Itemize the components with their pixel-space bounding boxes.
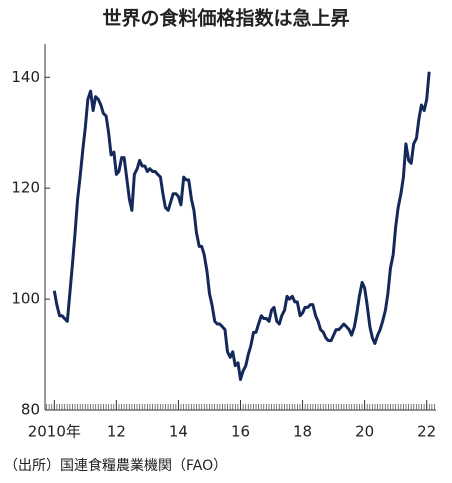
y-tick-label: 80 bbox=[21, 401, 40, 419]
x-tick-label: 20 bbox=[355, 423, 374, 441]
x-tick-label: 2010年 bbox=[28, 423, 81, 441]
x-tick-label: 14 bbox=[169, 423, 188, 441]
x-tick-label: 12 bbox=[107, 423, 126, 441]
y-tick-label: 120 bbox=[11, 179, 40, 197]
x-tick-label: 18 bbox=[293, 423, 312, 441]
source: （出所）国連食糧農業機関（FAO） bbox=[4, 457, 227, 474]
y-tick-label: 140 bbox=[11, 68, 40, 86]
x-tick-label: 16 bbox=[231, 423, 250, 441]
chart-title: 世界の食料価格指数は急上昇 bbox=[102, 7, 349, 30]
data-line bbox=[52, 71, 431, 381]
x-tick-label: 22 bbox=[417, 423, 436, 441]
y-tick-label: 100 bbox=[11, 290, 40, 308]
